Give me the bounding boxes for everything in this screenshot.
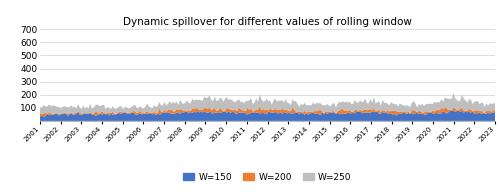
Title: Dynamic spillover for different values of rolling window: Dynamic spillover for different values o… xyxy=(123,17,412,27)
Legend: W=150, W=200, W=250: W=150, W=200, W=250 xyxy=(180,169,356,185)
